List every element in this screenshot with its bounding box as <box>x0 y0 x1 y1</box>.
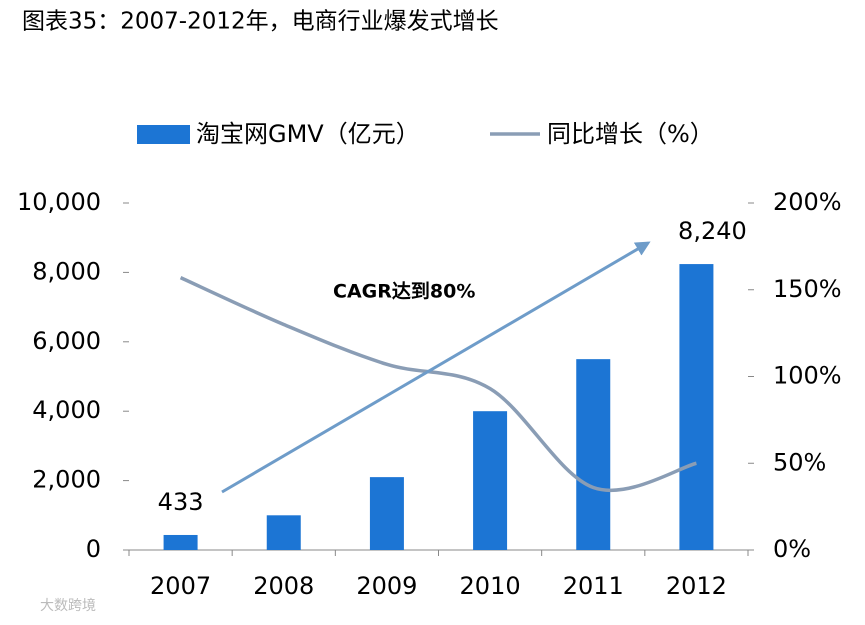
y2-tick-label: 150% <box>773 275 842 303</box>
data-label: 8,240 <box>678 217 747 245</box>
line <box>179 276 697 493</box>
y2-tick-label: 50% <box>773 448 826 476</box>
y-tick-label: 6,000 <box>32 327 101 355</box>
y-tick-label: 0 <box>86 535 101 563</box>
bar <box>266 515 301 550</box>
y-tick-label: 10,000 <box>17 188 101 216</box>
chart-title: 图表35：2007-2012年，电商行业爆发式增长 <box>22 9 499 35</box>
y-tick-label: 8,000 <box>32 257 101 285</box>
y2-tick-label: 200% <box>773 188 842 216</box>
y2-tick-label: 0% <box>773 535 811 563</box>
y2-tick-label: 100% <box>773 362 842 390</box>
legend-swatch <box>137 125 190 144</box>
bar <box>473 411 508 550</box>
x-tick-label: 2009 <box>356 572 417 600</box>
bar <box>369 477 404 550</box>
watermark: 大数跨境 <box>40 598 96 614</box>
x-tick-label: 2007 <box>150 572 211 600</box>
y-tick-label: 2,000 <box>32 466 101 494</box>
annotation: CAGR达到80% <box>333 280 475 303</box>
data-label: 433 <box>158 488 204 516</box>
x-tick-label: 2012 <box>666 572 727 600</box>
bar <box>163 534 198 550</box>
cagr-arrow <box>221 241 651 494</box>
legend-label: 同比增长（%） <box>547 120 714 148</box>
x-tick-label: 2010 <box>460 572 521 600</box>
legend-label: 淘宝网GMV（亿元） <box>196 120 420 148</box>
y-tick-label: 4,000 <box>32 396 101 424</box>
x-tick-label: 2011 <box>563 572 624 600</box>
bar <box>576 359 611 550</box>
bar <box>679 264 714 550</box>
x-tick-label: 2008 <box>253 572 314 600</box>
